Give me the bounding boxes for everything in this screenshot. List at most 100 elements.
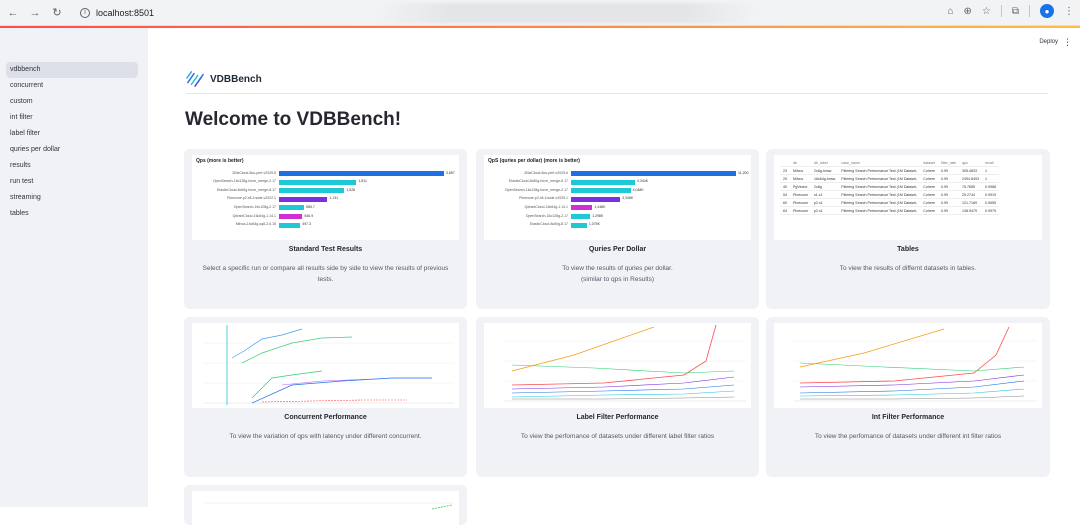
bar-label: QdrantCloud-16c64g-1.14.1 bbox=[232, 213, 276, 218]
table-cell: 64 bbox=[780, 206, 790, 215]
blurred-region bbox=[375, 3, 760, 23]
reload-icon[interactable]: ↻ bbox=[52, 7, 62, 19]
zoom-icon[interactable]: ⊕ bbox=[963, 5, 972, 17]
bar bbox=[571, 196, 621, 202]
browser-menu-icon[interactable]: ⋮ bbox=[1064, 5, 1074, 17]
bar-value-label: 1,811 bbox=[358, 179, 367, 184]
card-standard-test-results[interactable]: Qps (more is better) ZillizCloud-8cu-per… bbox=[184, 149, 467, 309]
bar bbox=[571, 179, 635, 185]
bar-value-label: 1,131 bbox=[329, 196, 339, 201]
brand-name: VDBBench bbox=[210, 73, 262, 85]
table-cell: 25 bbox=[780, 174, 790, 183]
table-cell: 40 bbox=[780, 182, 790, 191]
bar-value-label: 1,448K bbox=[594, 204, 606, 209]
table-cell: Filtering Search Performance Test (1M Da… bbox=[838, 206, 921, 215]
table-cell: 0.99 bbox=[938, 174, 960, 183]
table-cell: Filtering Search Performance Test (1M Da… bbox=[838, 198, 921, 207]
table-cell: Milvus bbox=[790, 166, 811, 175]
extensions-icon[interactable]: ⧉ bbox=[1011, 5, 1019, 17]
column-header[interactable]: filter_rate bbox=[938, 159, 960, 167]
sidebar-item-streaming[interactable]: streaming bbox=[10, 194, 41, 201]
sidebar-item-concurrent[interactable]: concurrent bbox=[10, 82, 44, 89]
sidebar-item-custom[interactable]: custom bbox=[10, 98, 33, 105]
table-cell: 0.9919 bbox=[982, 190, 1000, 199]
table-cell: 0.99 bbox=[938, 190, 960, 199]
sidebar-item-tables[interactable]: tables bbox=[10, 210, 29, 217]
sidebar: vdbbench concurrent custom int filter la… bbox=[0, 28, 148, 507]
chart-preview: QpS (quries per dollar) (more is better)… bbox=[484, 155, 751, 240]
bookmark-star-icon[interactable]: ☆ bbox=[981, 5, 991, 17]
chart-preview bbox=[192, 491, 459, 531]
column-header[interactable]: db bbox=[790, 159, 811, 167]
table-row: 54 Pinecone s1.x1 Filtering Search Performa… bbox=[780, 190, 1000, 199]
sidebar-item-int-filter[interactable]: int filter bbox=[10, 114, 33, 121]
sidebar-item-quries-per-dollar[interactable]: quries per dollar bbox=[10, 146, 61, 153]
bar bbox=[571, 205, 593, 211]
card-description: To view the results of differnt datasets… bbox=[839, 265, 977, 272]
sidebar-item-vdbbench[interactable]: vdbbench bbox=[6, 62, 138, 78]
bar-value-label: 546.9 bbox=[304, 213, 314, 218]
table-row: 40 PgVector 2c8g Filtering Search Performan… bbox=[780, 182, 1000, 191]
table-row: 60 Pinecone p2.x1 Filtering Search Performa… bbox=[780, 198, 1000, 207]
back-arrow-icon[interactable]: ← bbox=[7, 6, 19, 19]
card-title: Concurrent Performance bbox=[284, 414, 367, 421]
card-title: Label Filter Performance bbox=[576, 414, 659, 421]
profile-avatar-icon[interactable]: ● bbox=[1040, 4, 1054, 18]
chart-title: Qps (more is better) bbox=[196, 158, 244, 164]
line-chart-image bbox=[504, 324, 746, 402]
address-bar[interactable]: i localhost:8501 bbox=[72, 4, 162, 22]
sidebar-item-run-test[interactable]: run test bbox=[10, 178, 34, 185]
forward-arrow-icon[interactable]: → bbox=[29, 6, 41, 19]
table-cell: 54 bbox=[780, 190, 790, 199]
bar-label: OpenSearch-16c128g-force_merge-2.17 bbox=[504, 187, 568, 192]
line-chart-image bbox=[204, 502, 454, 510]
table-cell: 305.4833 bbox=[959, 166, 983, 175]
bar-value-label: 1,528 bbox=[346, 187, 356, 192]
bar bbox=[279, 179, 357, 185]
table-row: 23 Milvus 2c8g-hnsw Filtering Search Perfor… bbox=[780, 166, 1000, 175]
table-cell: 75.7655 bbox=[959, 182, 983, 191]
deploy-button[interactable]: Deploy bbox=[1039, 39, 1058, 45]
toolbar-divider bbox=[1029, 5, 1030, 17]
table-cell: 121.7169 bbox=[959, 198, 983, 207]
table-cell: 0.99 bbox=[938, 206, 960, 215]
bar-label: ZillizCloud-8cu-perf-v2025.6 bbox=[524, 170, 568, 175]
column-header[interactable] bbox=[780, 159, 790, 167]
table-cell: 60 bbox=[780, 198, 790, 207]
card-quries-per-dollar[interactable]: QpS (quries per dollar) (more is better)… bbox=[476, 149, 759, 309]
card-label-filter-performance[interactable]: Label Filter Performance To view the per… bbox=[476, 317, 759, 477]
table-cell: 0.99 bbox=[938, 166, 960, 175]
card-description: Select a specific run or compare all res… bbox=[202, 265, 449, 283]
table-cell: 138.9479 bbox=[959, 206, 983, 215]
column-header[interactable]: dataset bbox=[920, 159, 939, 167]
bar-value-label: 4,344K bbox=[636, 179, 649, 184]
card-streaming-performance[interactable] bbox=[184, 485, 467, 531]
table-cell: 1 bbox=[982, 166, 1000, 175]
data-table: db db_label case_name dataset filter_rate qps… bbox=[780, 159, 1000, 215]
table-cell: 2494.8493 bbox=[959, 174, 983, 183]
table-cell: Pinecone bbox=[790, 198, 811, 207]
chart-title: QpS (quries per dollar) (more is better) bbox=[488, 158, 580, 164]
site-info-icon[interactable]: i bbox=[80, 7, 90, 18]
bar-label: Milvus-16c64g-sq8-2.6.15 bbox=[235, 222, 276, 227]
column-header[interactable]: case_name bbox=[838, 159, 921, 167]
card-concurrent-performance[interactable]: Concurrent Performance To view the varia… bbox=[184, 317, 467, 477]
table-cell: 23 bbox=[780, 166, 790, 175]
browser-toolbar: ← → ↻ i localhost:8501 ⌂ ⊕ ☆ ⧉ ● ⋮ bbox=[0, 0, 1080, 26]
column-header[interactable]: recall bbox=[982, 159, 1000, 167]
translate-icon[interactable]: ⌂ bbox=[947, 5, 954, 17]
bar-label: OpenSearch-16c128g-2.17 bbox=[525, 213, 568, 218]
table-cell: 0.9988 bbox=[982, 182, 1000, 191]
column-header[interactable]: db_label bbox=[811, 159, 839, 167]
bar-value-label: 1,075K bbox=[588, 222, 600, 227]
sidebar-item-results[interactable]: results bbox=[10, 162, 31, 169]
sidebar-item-label-filter[interactable]: label filter bbox=[10, 130, 40, 137]
table-cell: Filtering Search Performance Test (1M Da… bbox=[838, 166, 921, 175]
card-title: Quries Per Dollar bbox=[588, 246, 647, 253]
app-menu-icon[interactable]: ⋮ bbox=[1063, 37, 1072, 47]
table-cell: Filtering Search Performance Test (1M Da… bbox=[838, 190, 921, 199]
card-tables[interactable]: db db_label case_name dataset filter_rate qps… bbox=[766, 149, 1050, 309]
column-header[interactable]: qps bbox=[959, 159, 983, 167]
card-int-filter-performance[interactable]: Int Filter Performance To view the perfo… bbox=[766, 317, 1050, 477]
table-cell: Cohere bbox=[920, 198, 939, 207]
